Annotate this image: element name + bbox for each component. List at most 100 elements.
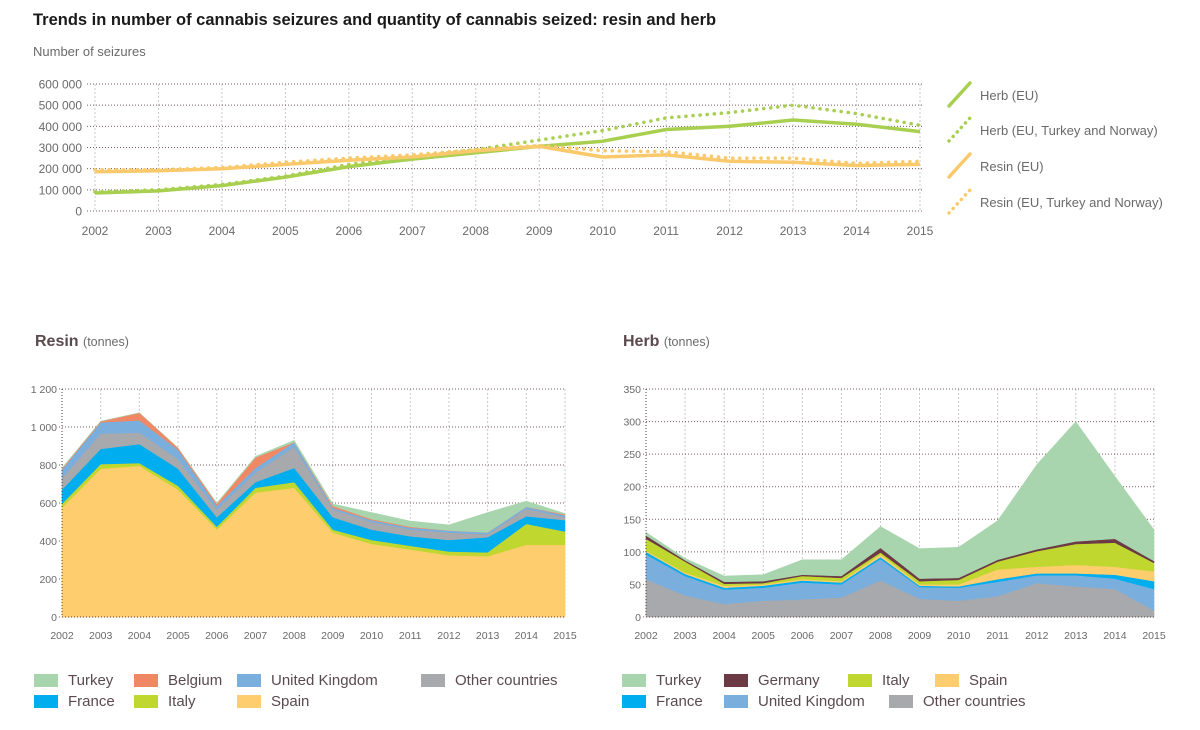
y-tick-label: 1 200 — [31, 384, 57, 396]
legend-item-resin-eu-turkey-and-norway: Resin (EU, Turkey and Norway) — [947, 188, 1163, 215]
y-tick-label: 50 — [629, 579, 641, 591]
legend-item-united-kingdom: United Kingdom — [724, 691, 877, 712]
x-tick-label: 2012 — [1025, 630, 1049, 642]
legend-swatch — [134, 695, 158, 708]
x-tick-label: 2011 — [986, 630, 1009, 642]
herb-chart: 0 50 100 150 200 250 300 350 2002 2003 2004 2005 200… — [623, 384, 1165, 642]
legend-label: France — [656, 693, 703, 710]
resin-chart: 0 200 400 600 800 1 000 1 200 2002 2003 2004 2005 2… — [31, 384, 577, 642]
y-tick-label: 0 — [75, 205, 82, 219]
x-tick-label: 2010 — [360, 630, 384, 642]
y-tick-label: 300 000 — [39, 141, 83, 155]
legend-item-turkey: Turkey — [34, 670, 122, 691]
y-tick-label: 800 — [39, 460, 57, 472]
y-tick-label: 400 — [39, 536, 57, 548]
resin-panel-title: Resin (tonnes) — [35, 333, 129, 351]
y-tick-label: 300 — [623, 417, 641, 429]
legend-label: Other countries — [455, 672, 558, 689]
x-tick-label: 2013 — [780, 224, 807, 238]
legend-item-italy: Italy — [134, 691, 225, 712]
seizures-y-label: Number of seizures — [33, 44, 146, 59]
legend-swatch — [889, 695, 913, 708]
x-tick-label: 2012 — [437, 630, 461, 642]
legend-label: United Kingdom — [271, 672, 378, 689]
legend-swatch — [947, 188, 972, 215]
legend-item-herb-eu: Herb (EU) — [947, 81, 1039, 108]
legend-swatch — [237, 695, 261, 708]
legend-label: Spain — [969, 672, 1008, 689]
herb-legend: Turkey Germany Italy Spain France United King… — [622, 670, 1062, 712]
y-tick-label: 0 — [635, 612, 641, 624]
legend-label: Germany — [758, 672, 820, 689]
herb-title: Herb — [623, 333, 660, 350]
x-tick-label: 2006 — [791, 630, 815, 642]
y-tick-label: 350 — [623, 384, 641, 396]
y-tick-label: 600 000 — [39, 78, 83, 92]
legend-item-herb-eu-turkey-and-norway: Herb (EU, Turkey and Norway) — [947, 116, 1158, 143]
legend-item-united-kingdom: United Kingdom — [237, 670, 409, 691]
x-tick-label: 2009 — [908, 630, 932, 642]
legend-label: Italy — [882, 672, 910, 689]
y-tick-label: 200 000 — [39, 162, 83, 176]
x-tick-label: 2014 — [1103, 630, 1127, 642]
resin-legend: Turkey Belgium United Kingdom Other countri… — [34, 670, 594, 712]
legend-swatch — [421, 674, 445, 687]
legend-label: Other countries — [923, 693, 1026, 710]
legend-swatch — [724, 674, 748, 687]
y-tick-label: 100 — [623, 547, 641, 559]
x-tick-label: 2003 — [145, 224, 172, 238]
y-tick-label: 100 000 — [39, 183, 83, 197]
x-tick-label: 2013 — [1064, 630, 1088, 642]
y-tick-label: 150 — [623, 514, 641, 526]
legend-swatch — [947, 152, 972, 179]
herb-area-turkey — [645, 421, 1155, 583]
legend-swatch — [724, 695, 748, 708]
y-tick-label: 500 000 — [39, 99, 83, 113]
herb-unit: (tonnes) — [663, 335, 710, 349]
x-tick-label: 2009 — [321, 630, 345, 642]
series-line-herb-eu — [94, 118, 921, 195]
legend-swatch — [935, 674, 959, 687]
x-tick-label: 2004 — [128, 630, 152, 642]
x-tick-label: 2007 — [399, 224, 426, 238]
x-tick-label: 2010 — [589, 224, 616, 238]
x-tick-label: 2004 — [209, 224, 236, 238]
y-tick-label: 400 000 — [39, 120, 83, 134]
seizures-chart: 0 100 000 200 000 300 000 400 000 500 000 600 … — [39, 78, 934, 239]
resin-unit: (tonnes) — [83, 335, 129, 349]
legend-item-belgium: Belgium — [134, 670, 225, 691]
legend-swatch — [237, 674, 261, 687]
y-tick-label: 0 — [51, 612, 57, 624]
legend-swatch — [947, 116, 972, 143]
legend-swatch — [622, 674, 646, 687]
legend-swatch — [622, 695, 646, 708]
x-tick-label: 2002 — [50, 630, 74, 642]
y-tick-label: 200 — [623, 482, 641, 494]
x-tick-label: 2004 — [712, 630, 736, 642]
y-tick-label: 250 — [623, 449, 641, 461]
legend-swatch — [848, 674, 872, 687]
legend-label: Herb (EU, Turkey and Norway) — [980, 123, 1158, 138]
legend-item-spain: Spain — [237, 691, 357, 712]
legend-swatch — [34, 695, 58, 708]
x-tick-label: 2009 — [526, 224, 553, 238]
x-tick-label: 2008 — [869, 630, 893, 642]
legend-label: Spain — [271, 693, 310, 710]
legend-swatch — [134, 674, 158, 687]
legend-item-other-countries: Other countries — [421, 670, 581, 691]
x-tick-label: 2008 — [462, 224, 489, 238]
x-tick-label: 2003 — [89, 630, 113, 642]
x-tick-label: 2005 — [166, 630, 190, 642]
legend-item-other-countries: Other countries — [889, 691, 1049, 712]
x-tick-label: 2005 — [272, 224, 299, 238]
legend-label: Resin (EU) — [980, 159, 1044, 174]
legend-item-germany: Germany — [724, 670, 836, 691]
legend-item-italy: Italy — [848, 670, 923, 691]
x-tick-label: 2002 — [634, 630, 658, 642]
resin-title: Resin — [35, 333, 79, 350]
legend-item-france: France — [34, 691, 122, 712]
x-tick-label: 2011 — [653, 224, 679, 238]
legend-label: Turkey — [68, 672, 114, 689]
x-tick-label: 2014 — [843, 224, 870, 238]
